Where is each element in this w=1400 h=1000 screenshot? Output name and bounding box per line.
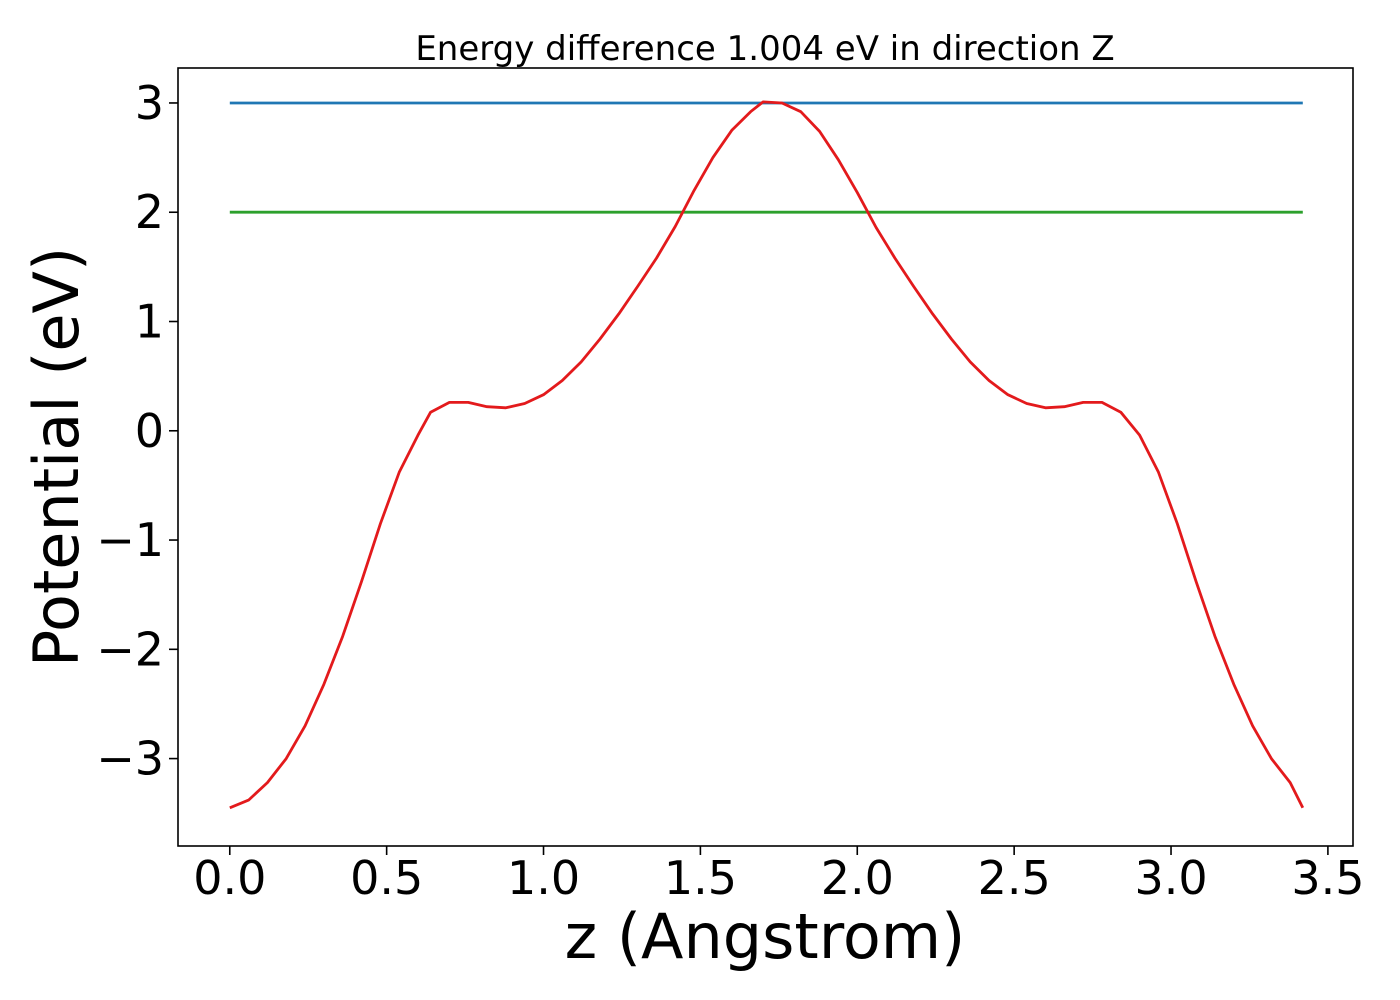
y-tick-label: 2 [135,185,164,239]
x-tick-label: 1.0 [507,851,580,905]
plot-area-frame [177,67,1354,847]
x-axis-label: z (Angstrom) [565,900,966,973]
y-axis-label: Potential (eV) [20,247,93,667]
x-tick-label: 3.0 [1134,851,1207,905]
y-tick-label: −3 [96,732,164,786]
series-line-2 [229,100,1305,810]
x-tick-label: 3.5 [1291,851,1364,905]
y-tick-label: 0 [135,404,164,458]
y-axis: 3 2 1 0 −1 −2 −3 [96,76,178,786]
x-axis: 0.0 0.5 1.0 1.5 2.0 2.5 3.0 3.5 [193,846,1364,905]
series-layer [229,100,1305,810]
y-tick-label: −2 [96,622,164,676]
x-tick-label: 2.0 [821,851,894,905]
x-tick-label: 1.5 [664,851,737,905]
chart-title: Energy difference 1.004 eV in direction … [415,29,1114,69]
x-tick-label: 2.5 [978,851,1051,905]
x-tick-label: 0.5 [350,851,423,905]
y-tick-label: 1 [135,295,164,349]
y-tick-label: −1 [96,513,164,567]
x-tick-label: 0.0 [193,851,266,905]
y-tick-label: 3 [135,76,164,130]
